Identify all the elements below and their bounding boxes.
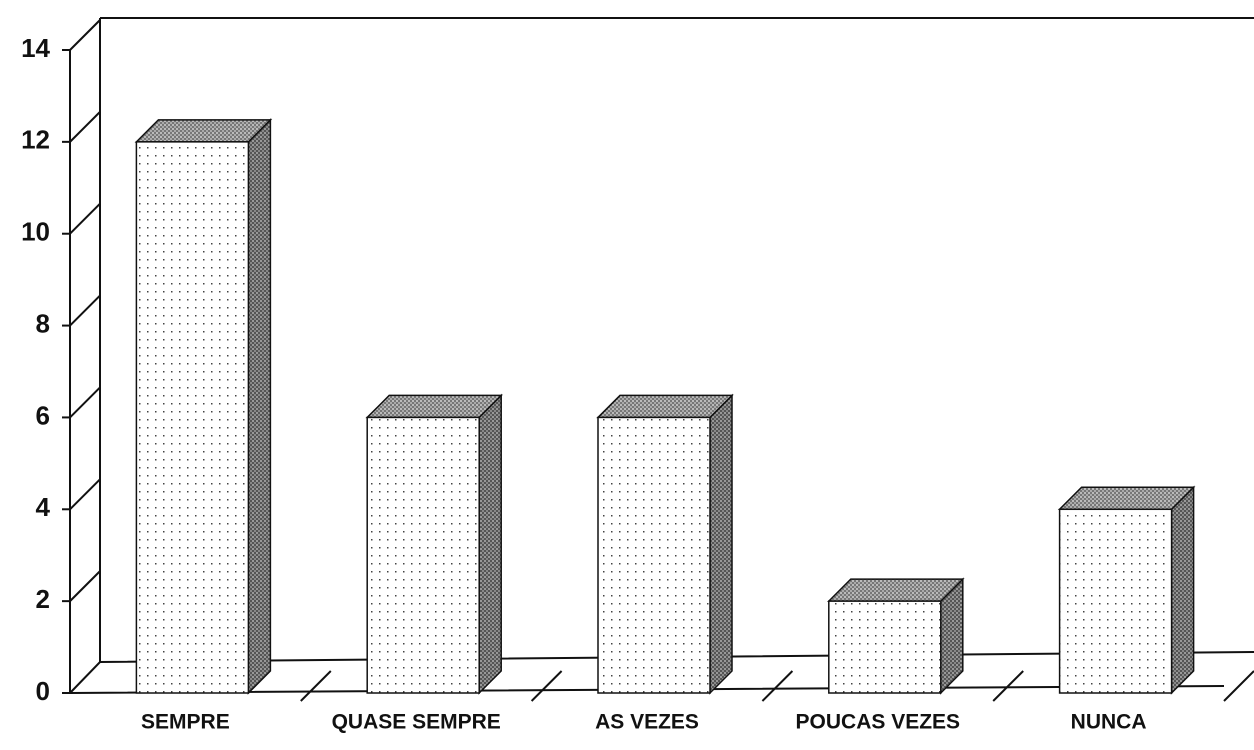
bar	[1058, 508, 1173, 694]
x-tick-label: SEMPRE	[141, 711, 230, 734]
category-divider	[300, 670, 332, 702]
bar-top	[365, 394, 504, 419]
axes-frame	[69, 17, 1254, 694]
bar-top	[134, 119, 273, 143]
category-divider	[992, 670, 1024, 702]
bar-top	[596, 394, 734, 419]
x-tick-label: NUNCA	[1071, 711, 1147, 734]
bar	[366, 416, 480, 694]
y-tick-label: 12	[21, 125, 50, 155]
bar-top	[826, 578, 965, 602]
bar	[597, 416, 711, 694]
y-tick-label: 0	[36, 676, 50, 706]
wall-tick	[69, 570, 101, 602]
wall-tick	[69, 111, 101, 143]
wall-tick	[69, 203, 101, 235]
y-tick-label: 4	[36, 492, 51, 522]
y-tick-label: 10	[21, 217, 50, 247]
bar-top	[1057, 486, 1196, 511]
x-tick-label: QUASE SEMPRE	[332, 711, 501, 734]
bar-side	[478, 393, 502, 695]
y-tick-label: 8	[36, 308, 50, 338]
wall-tick	[69, 19, 101, 51]
y-tick-label: 14	[21, 33, 50, 63]
bar	[828, 600, 942, 694]
wall-tick	[69, 478, 101, 510]
bar-side	[709, 393, 733, 695]
bar	[135, 141, 250, 694]
bar-side	[247, 118, 272, 695]
x-tick-label: AS VEZES	[595, 711, 699, 734]
bar-side	[1170, 485, 1195, 695]
y-tick-label: 6	[36, 400, 50, 430]
x-tick-label: POUCAS VEZES	[796, 711, 961, 734]
wall-tick	[69, 386, 101, 419]
category-divider	[1223, 670, 1254, 702]
category-divider	[530, 670, 563, 702]
wall-tick	[69, 294, 101, 327]
y-tick-label: 2	[36, 584, 50, 614]
category-divider	[761, 670, 794, 702]
